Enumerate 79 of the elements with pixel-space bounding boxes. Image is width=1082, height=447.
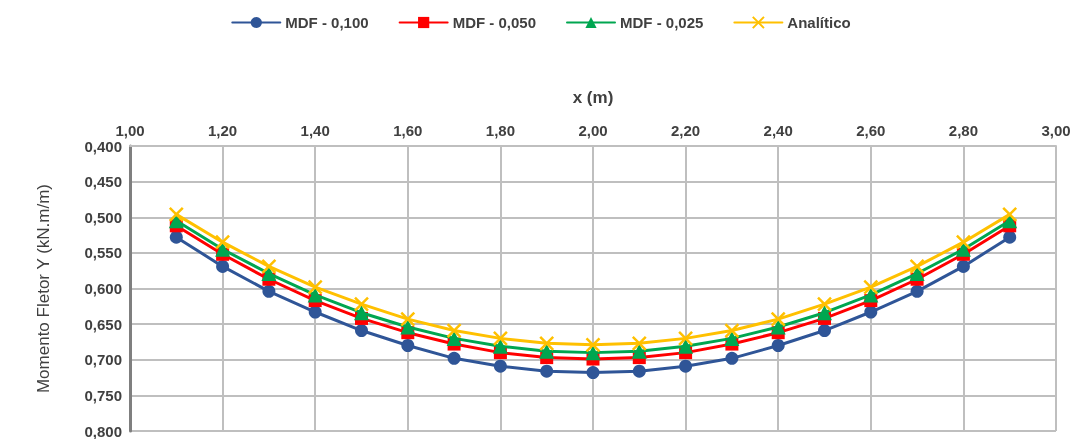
- legend-label: MDF - 0,050: [452, 14, 537, 31]
- point: [816, 296, 833, 312]
- x-tick-label: 2,80: [948, 122, 978, 139]
- point: [678, 338, 694, 354]
- point: [909, 258, 925, 275]
- point: [725, 351, 739, 365]
- x-tick-label: 2,00: [578, 122, 608, 139]
- point: [818, 324, 831, 338]
- point: [168, 206, 185, 223]
- y-tick-label: 0,400: [84, 137, 122, 155]
- point: [771, 339, 785, 352]
- point: [308, 305, 322, 319]
- point: [214, 234, 231, 250]
- point: [679, 359, 693, 373]
- point: [677, 330, 694, 347]
- point: [492, 338, 508, 354]
- legend-label: MDF - 0,025: [620, 14, 704, 31]
- x-axis-title: x (m): [572, 88, 614, 107]
- point: [817, 305, 832, 321]
- point: [586, 366, 600, 380]
- point: [863, 287, 879, 303]
- x-tick-label: 1,00: [115, 122, 145, 139]
- point: [540, 364, 554, 378]
- point: [307, 287, 323, 303]
- y-tick-label: 0,800: [84, 422, 122, 440]
- point: [910, 284, 924, 298]
- point: [863, 279, 879, 295]
- point: [724, 330, 740, 346]
- y-tick-label: 0,700: [84, 351, 122, 369]
- y-tick-label: 0,650: [84, 315, 122, 333]
- point: [770, 311, 786, 327]
- y-axis-title: Momento Fletor Y (kN.m/m): [34, 183, 53, 394]
- point: [909, 266, 925, 282]
- y-tick-label: 0,500: [84, 208, 122, 226]
- point: [400, 311, 416, 327]
- point: [262, 284, 276, 298]
- point: [538, 335, 555, 352]
- y-tick-label: 0,550: [84, 244, 122, 262]
- point: [492, 330, 509, 347]
- y-tick-label: 0,450: [84, 173, 122, 191]
- point: [446, 330, 462, 346]
- point: [446, 322, 462, 339]
- point: [169, 230, 183, 244]
- point: [1001, 206, 1018, 223]
- point: [400, 319, 416, 335]
- point: [216, 259, 230, 273]
- legend-label: Analítico: [787, 14, 851, 31]
- point: [353, 296, 370, 312]
- point: [585, 345, 601, 361]
- point: [585, 337, 601, 353]
- point: [355, 324, 368, 338]
- point: [401, 339, 415, 352]
- y-tick-label: 0,750: [84, 386, 122, 404]
- x-tick-label: 1,20: [208, 122, 238, 139]
- point: [307, 279, 323, 295]
- x-tick-label: 1,40: [300, 122, 330, 139]
- point: [447, 351, 461, 365]
- point: [631, 343, 647, 359]
- point: [1003, 230, 1017, 244]
- y-tick-label: 0,600: [84, 280, 122, 297]
- x-tick-label: 1,80: [485, 122, 515, 139]
- point: [261, 258, 277, 275]
- x-tick-label: 3,00: [1041, 122, 1071, 139]
- x-tick-label: 1,60: [393, 122, 423, 139]
- legend-label: MDF - 0,100: [285, 14, 369, 31]
- point: [632, 364, 646, 378]
- point: [261, 266, 277, 282]
- point: [770, 319, 786, 335]
- point: [539, 343, 555, 359]
- point: [955, 234, 972, 250]
- point: [864, 305, 878, 319]
- point: [956, 259, 970, 273]
- x-tick-label: 2,60: [856, 122, 886, 139]
- x-tick-label: 2,40: [763, 122, 793, 139]
- point: [493, 359, 507, 373]
- point: [631, 335, 648, 352]
- point: [724, 322, 740, 339]
- x-tick-label: 2,20: [671, 122, 701, 139]
- point: [354, 305, 369, 321]
